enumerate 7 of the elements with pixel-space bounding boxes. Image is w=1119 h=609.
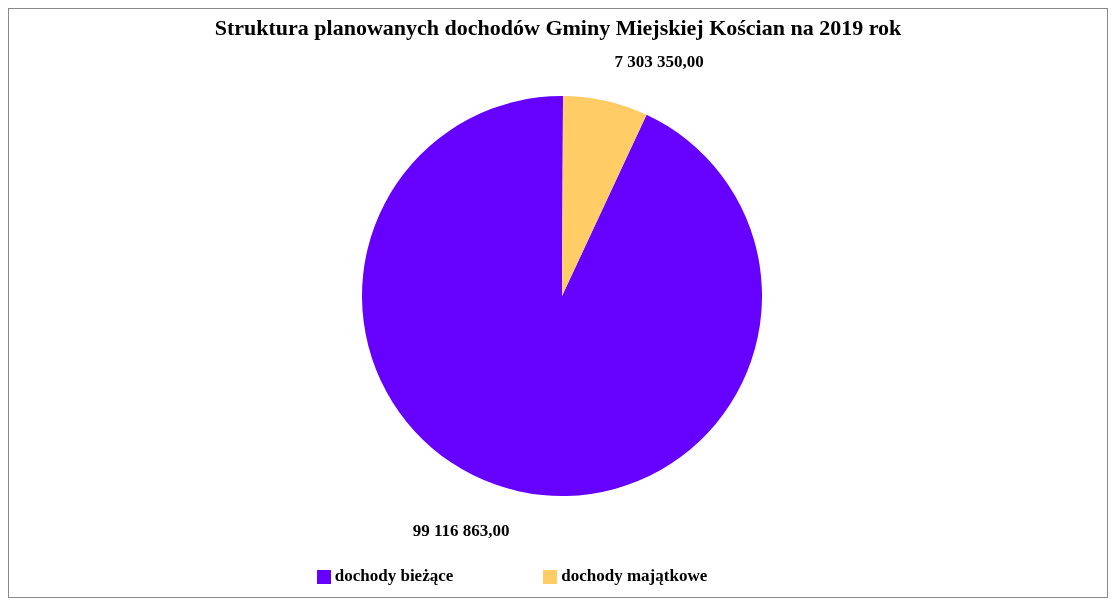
data-label: 99 116 863,00 <box>412 520 510 540</box>
pie-slice <box>562 96 647 296</box>
chart-title: Struktura planowanych dochodów Gminy Miejskiej Kościan na 2019 rok <box>213 14 903 41</box>
legend-label: dochody bieżące <box>334 566 454 585</box>
data-label: 7 303 350,00 <box>614 52 704 72</box>
legend-label: dochody majątkowe <box>561 566 708 585</box>
pie-slice <box>362 96 762 496</box>
